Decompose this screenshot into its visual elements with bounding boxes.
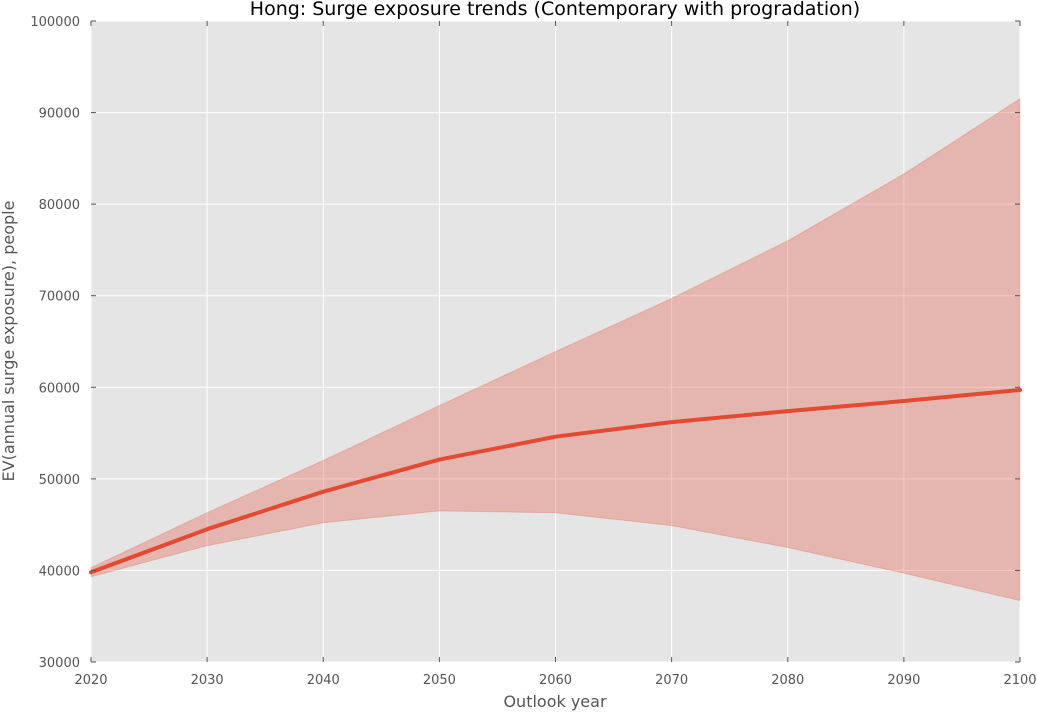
y-tick-label: 90000 xyxy=(39,107,80,122)
x-tick-label: 2100 xyxy=(1003,673,1036,688)
x-tick-label: 2070 xyxy=(655,673,688,688)
x-tick-label: 2080 xyxy=(771,673,804,688)
y-tick-label: 80000 xyxy=(39,198,80,213)
uncertainty-band xyxy=(90,97,1021,602)
y-tick-label: 50000 xyxy=(39,473,80,488)
y-tick-label: 40000 xyxy=(39,564,80,579)
y-tick-label: 30000 xyxy=(39,656,80,671)
x-tick-label: 2060 xyxy=(539,673,572,688)
y-tick-label: 70000 xyxy=(39,290,80,305)
x-tick-label: 2090 xyxy=(887,673,920,688)
series-line xyxy=(89,388,1022,575)
chart-title: Hong: Surge exposure trends (Contemporar… xyxy=(250,0,860,20)
x-axis-label: Outlook year xyxy=(503,692,607,711)
x-tick-label: 2030 xyxy=(191,673,224,688)
x-tick-label: 2020 xyxy=(74,673,107,688)
x-tick-label: 2040 xyxy=(307,673,340,688)
y-tick-labels: 30000 40000 50000 60000 70000 80000 90000 10000… xyxy=(30,15,80,671)
x-tick-labels: 2020 2030 2040 2050 2060 2070 2080 2090 2100 xyxy=(74,673,1036,688)
axis-ticks xyxy=(90,20,1021,663)
y-tick-label: 60000 xyxy=(39,381,80,396)
x-tick-label: 2050 xyxy=(423,673,456,688)
y-tick-label: 100000 xyxy=(30,15,80,30)
y-axis-label: EV(annual surge exposure), people xyxy=(0,201,18,482)
